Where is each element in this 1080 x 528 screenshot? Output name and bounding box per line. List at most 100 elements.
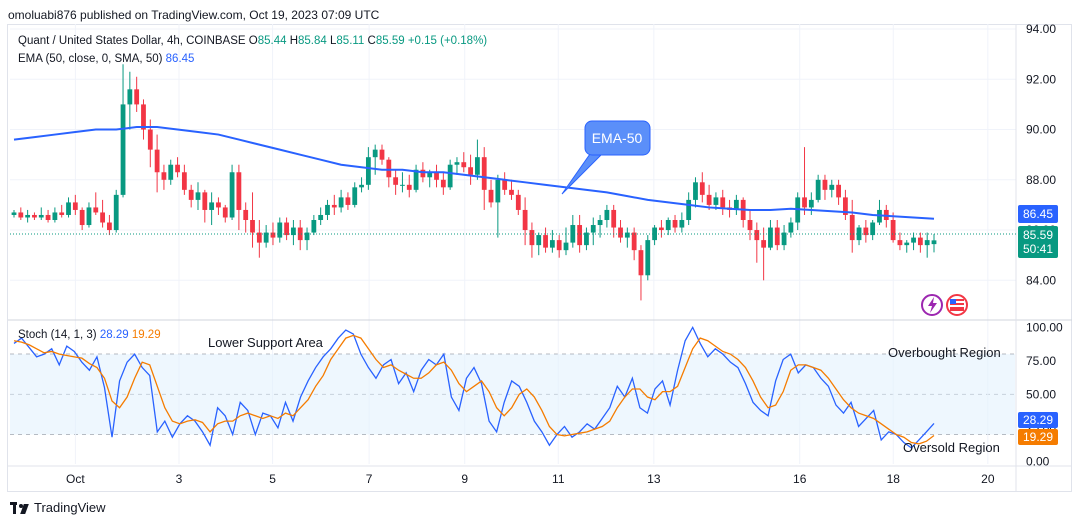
- candle-body: [32, 214, 37, 218]
- candle-body: [781, 232, 787, 246]
- stoch-tick-label: 50.00: [1026, 387, 1056, 401]
- ohlc-close: 85.59: [375, 35, 405, 47]
- candle: [379, 144, 385, 165]
- candle-body: [113, 194, 119, 231]
- stoch-legend-label: Stoch (14, 1, 3): [18, 329, 97, 341]
- ema-series-line: [13, 126, 935, 220]
- candle-body: [188, 189, 194, 200]
- candle-body: [420, 169, 426, 178]
- main-legend: Quant / United States Dollar, 4h, COINBA…: [18, 35, 487, 47]
- candle-body: [311, 220, 317, 233]
- candle-body: [911, 237, 916, 243]
- candle-body: [733, 199, 739, 210]
- candle: [481, 147, 487, 210]
- candle-body: [52, 212, 58, 220]
- candle: [216, 197, 221, 215]
- candle: [359, 177, 364, 193]
- price-change: +0.15 (+0.18%): [407, 35, 488, 47]
- candle: [400, 172, 405, 193]
- candle: [127, 71, 133, 130]
- ohlc-o-label: O: [248, 35, 258, 47]
- candle: [836, 179, 841, 205]
- candle: [107, 214, 112, 236]
- candle-body: [338, 197, 344, 208]
- candle-body: [66, 202, 71, 215]
- candle: [604, 204, 610, 228]
- ema-price-badge: 86.45: [1018, 205, 1058, 223]
- candle: [747, 209, 753, 241]
- time-tick-label: 5: [269, 472, 276, 486]
- candle: [475, 139, 480, 180]
- candle-body: [209, 202, 215, 210]
- candle-body: [863, 227, 869, 236]
- candle-body: [18, 212, 24, 218]
- candle-body: [829, 184, 835, 190]
- ema-legend-value: 86.45: [165, 53, 195, 65]
- candle-body: [699, 182, 705, 195]
- candle-body: [270, 232, 276, 238]
- overbought-label: Overbought Region: [888, 345, 1001, 360]
- ohlc-low: 85.11: [336, 35, 365, 47]
- candle: [502, 172, 508, 195]
- candle-body: [175, 164, 180, 173]
- ohlc-l-label: L: [330, 35, 337, 47]
- candle: [761, 227, 767, 281]
- us-flag-icon[interactable]: [946, 294, 968, 316]
- candle: [263, 225, 269, 248]
- candle-body: [720, 197, 726, 208]
- candle: [454, 157, 460, 175]
- candle: [788, 217, 794, 238]
- candle-body: [216, 202, 221, 208]
- stoch-k-value: 28.29: [99, 329, 129, 341]
- candle: [733, 194, 739, 215]
- candle: [113, 189, 119, 233]
- candle-body: [45, 214, 51, 220]
- candle-body: [822, 179, 828, 190]
- candle-body: [100, 212, 105, 223]
- candle: [631, 227, 637, 261]
- candle-body: [243, 209, 249, 220]
- candle: [815, 174, 821, 203]
- candle: [45, 209, 51, 223]
- candle-body: [488, 189, 494, 203]
- candle: [134, 76, 140, 112]
- candle: [931, 234, 937, 253]
- candle-body: [584, 232, 589, 246]
- candle-body: [802, 197, 807, 208]
- candle-body: [25, 214, 31, 218]
- candle-body: [195, 192, 201, 200]
- candle-body: [679, 220, 685, 228]
- footer[interactable]: TradingView: [10, 500, 106, 515]
- lightning-icon[interactable]: [921, 294, 943, 316]
- candle-body: [924, 240, 930, 246]
- candle-body: [284, 222, 289, 236]
- candle-body: [372, 149, 378, 158]
- candle-body: [931, 240, 937, 245]
- candle: [515, 189, 521, 215]
- candle-body: [808, 199, 814, 208]
- candle: [543, 227, 548, 253]
- candle-body: [768, 227, 773, 248]
- candle-body: [434, 172, 439, 180]
- candle-body: [604, 209, 610, 220]
- candle: [120, 64, 126, 198]
- candle: [720, 189, 726, 215]
- candle: [141, 99, 146, 140]
- candle: [843, 189, 848, 220]
- candle-body: [529, 230, 535, 246]
- candle-body: [536, 235, 542, 246]
- candle-body: [38, 214, 44, 218]
- candle-body: [454, 162, 460, 165]
- candle-body: [672, 220, 678, 228]
- candle-body: [120, 104, 126, 195]
- candle: [181, 164, 187, 195]
- candle-body: [611, 209, 617, 228]
- candle-body: [79, 209, 85, 226]
- candle-body: [665, 220, 671, 231]
- candle-body: [365, 157, 371, 185]
- candle-body: [706, 194, 712, 205]
- candle: [297, 220, 303, 251]
- stoch-d-line: [13, 334, 935, 445]
